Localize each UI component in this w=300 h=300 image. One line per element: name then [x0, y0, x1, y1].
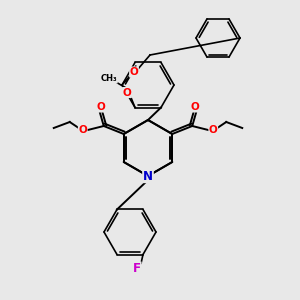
- Text: O: O: [123, 88, 131, 98]
- Text: O: O: [78, 125, 87, 135]
- Text: O: O: [130, 67, 138, 77]
- Text: F: F: [133, 262, 141, 275]
- Text: N: N: [143, 169, 153, 182]
- Text: N: N: [143, 169, 153, 182]
- Text: O: O: [191, 102, 200, 112]
- Text: O: O: [96, 102, 105, 112]
- Text: O: O: [209, 125, 218, 135]
- Text: CH₃: CH₃: [101, 74, 117, 83]
